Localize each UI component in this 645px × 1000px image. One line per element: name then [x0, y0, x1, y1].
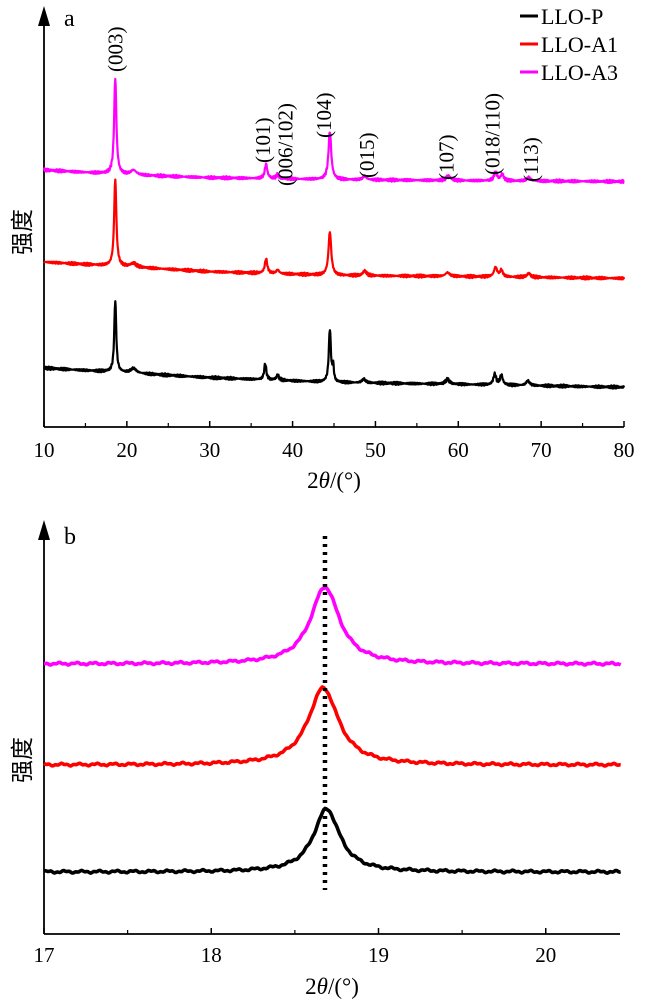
- legend-label-llo-a1: LLO-A1: [541, 32, 618, 57]
- series-b-llo-p: [43, 806, 622, 875]
- x-tick-label-a-40: 40: [282, 438, 303, 462]
- peak-annotations-a: (003) (101)(006/102) (104) (015) (107) (018/1…: [103, 27, 543, 187]
- legend-entry-llo-a1: LLO-A1: [520, 32, 618, 57]
- legend-entry-llo-p: LLO-P: [520, 4, 603, 29]
- y-label-a: 强度: [10, 209, 35, 255]
- y-label-b: 强度: [10, 737, 35, 783]
- panel-a: a 强度 2θ/(°) 10 20 30 40 50 60 70 80 (003)(101)(…: [10, 4, 635, 493]
- x-tick-label-a-50: 50: [365, 438, 386, 462]
- peak-label-113: (113): [519, 137, 543, 182]
- peak-label-104: (104): [312, 93, 336, 139]
- y-axis-arrow-a: [38, 6, 50, 26]
- x-tick-label-b-20: 20: [535, 943, 556, 967]
- series-b-llo-a1: [43, 685, 622, 768]
- x-label-a: 2θ/(°): [307, 468, 361, 493]
- x-tick-label-a-70: 70: [531, 438, 552, 462]
- series-a: [42, 77, 626, 390]
- x-tick-label-a-80: 80: [614, 438, 635, 462]
- series-a-llo-a1: [43, 178, 626, 281]
- x-tick-label-b-17: 17: [34, 943, 55, 967]
- series-a-llo-p: [43, 300, 626, 390]
- x-tick-label-b-19: 19: [368, 943, 389, 967]
- series-a-llo-a3: [42, 77, 625, 185]
- x-tick-label-a-10: 10: [34, 438, 55, 462]
- x-tick-label-a-20: 20: [116, 438, 137, 462]
- legend: LLO-P LLO-A1 LLO-A3: [520, 4, 618, 85]
- peak-label-003: (003): [103, 27, 127, 73]
- peak-label-015: (015): [355, 133, 379, 179]
- panel-label-b: b: [64, 524, 76, 550]
- legend-label-llo-a3: LLO-A3: [541, 60, 618, 85]
- x-label-b: 2θ/(°): [305, 974, 359, 999]
- peak-label-006-102: (006/102): [274, 103, 298, 186]
- panel-label-a: a: [64, 6, 75, 32]
- peak-label-101: (101): [251, 118, 275, 164]
- legend-label-llo-p: LLO-P: [541, 4, 603, 29]
- peak-label-018-110: (018/110): [480, 93, 504, 175]
- series-b: [43, 586, 622, 875]
- legend-entry-llo-a3: LLO-A3: [520, 60, 618, 85]
- peak-label-107: (107): [435, 135, 459, 181]
- x-ticks-a: 10 20 30 40 50 60 70 80: [34, 421, 635, 462]
- x-tick-label-b-18: 18: [201, 943, 222, 967]
- series-b-llo-a3: [43, 586, 622, 667]
- x-ticks-b: 17 18 19 20: [34, 928, 556, 967]
- x-tick-label-a-30: 30: [199, 438, 220, 462]
- panel-b: b 强度 2θ/(°) 17 18 19 20: [10, 520, 622, 999]
- x-tick-label-a-60: 60: [448, 438, 469, 462]
- y-axis-arrow-b: [38, 520, 50, 540]
